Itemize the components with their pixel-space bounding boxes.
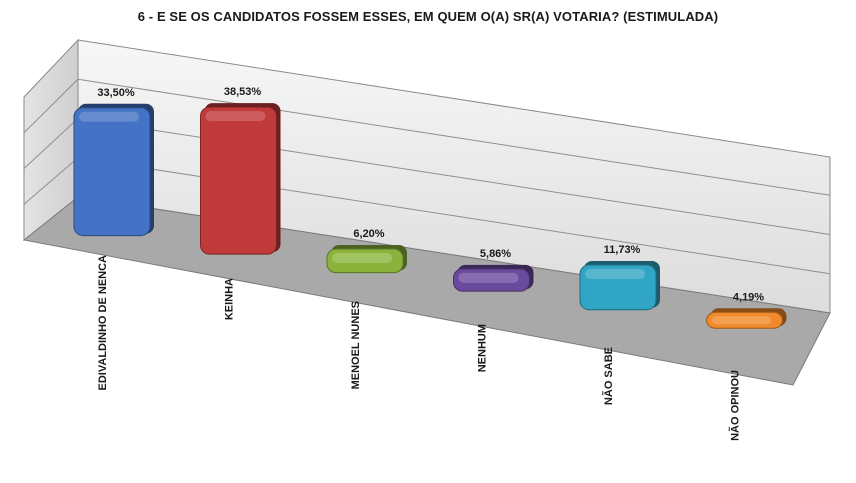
bar-highlight [205,111,266,122]
data-label: 38,53% [224,86,262,98]
category-label: NENHUM [477,324,489,372]
gridline [23,157,79,205]
data-label: 6,20% [353,228,384,240]
bar-highlight [458,272,519,283]
bar [200,106,277,255]
bar [73,107,151,237]
bar-highlight [79,111,139,122]
data-label: 11,73% [604,244,641,256]
data-label: 4,19% [733,291,764,303]
data-label: 5,86% [480,248,511,260]
gridline [23,78,79,134]
bar-highlight [585,268,645,279]
category-label: MENOEL NUNES [350,301,362,389]
category-label: KEINHA [224,278,236,320]
category-label: NÃO SABE [602,347,615,405]
chart-title: 6 - E SE OS CANDIDATOS FOSSEM ESSES, EM … [137,9,719,24]
bar-highlight [711,316,772,325]
gridline [77,78,831,196]
data-label: 33,50% [97,87,135,99]
category-label: NÃO OPINOU [729,370,742,441]
gridline [23,118,79,169]
bar-highlight [332,252,392,263]
category-label: EDIVALDINHO DE NENCA [97,255,109,391]
